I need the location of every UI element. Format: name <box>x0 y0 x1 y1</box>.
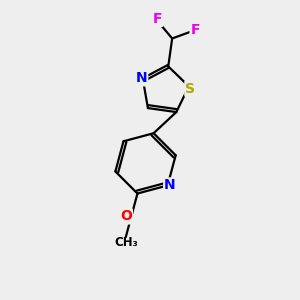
Text: F: F <box>190 23 200 37</box>
Text: N: N <box>164 178 176 192</box>
Text: S: S <box>185 82 195 96</box>
Text: CH₃: CH₃ <box>114 236 138 249</box>
Text: O: O <box>120 209 132 224</box>
Text: N: N <box>136 71 147 85</box>
Text: F: F <box>153 12 162 26</box>
